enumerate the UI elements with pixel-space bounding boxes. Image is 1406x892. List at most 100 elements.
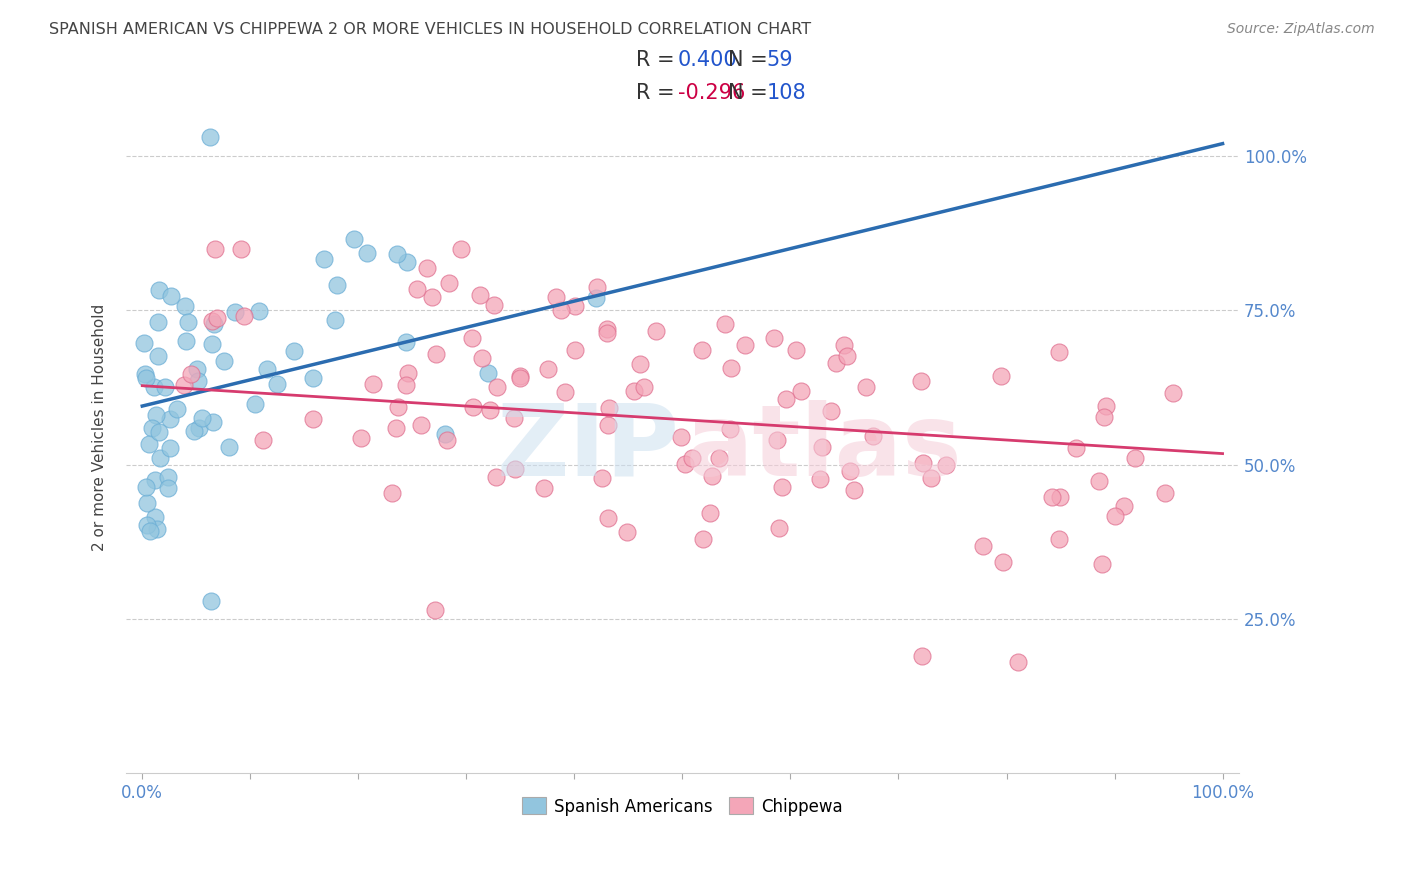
Point (406, 282, 429, 296)
Point (157, 481, 180, 495)
Point (544, 290, 567, 304)
Point (839, 465, 862, 479)
Point (384, 421, 406, 435)
Point (425, 603, 447, 617)
Point (713, 317, 735, 331)
Point (935, 458, 957, 472)
Point (187, 375, 209, 389)
Point (699, 506, 721, 520)
Point (200, 594, 222, 608)
Point (990, 369, 1012, 384)
Point (183, 424, 205, 438)
Point (596, 510, 619, 524)
Point (157, 470, 180, 484)
Point (595, 321, 617, 335)
Point (232, 309, 254, 323)
Text: SPANISH AMERICAN VS CHIPPEWA 2 OR MORE VEHICLES IN HOUSEHOLD CORRELATION CHART: SPANISH AMERICAN VS CHIPPEWA 2 OR MORE V… (49, 22, 811, 37)
Point (598, 401, 620, 416)
Point (381, 486, 404, 500)
Point (143, 473, 166, 487)
Text: R =: R = (636, 83, 673, 103)
Point (141, 421, 163, 435)
Point (146, 315, 169, 329)
Point (450, 242, 472, 256)
Point (509, 369, 531, 384)
Point (775, 392, 797, 406)
Point (623, 384, 645, 399)
Text: 108: 108 (766, 83, 806, 103)
Point (477, 367, 499, 381)
Point (484, 298, 506, 312)
Point (145, 408, 167, 422)
Point (1040, 490, 1063, 504)
Point (135, 496, 157, 510)
Point (159, 441, 181, 455)
Point (214, 354, 236, 368)
Text: -0.296: -0.296 (678, 83, 745, 103)
Point (1091, 557, 1114, 571)
Point (132, 336, 155, 351)
Point (709, 451, 731, 466)
Point (411, 417, 433, 432)
Point (173, 377, 195, 392)
Point (1049, 490, 1071, 504)
Point (509, 371, 531, 385)
Point (911, 648, 934, 663)
Point (832, 337, 855, 351)
Point (256, 362, 278, 376)
Point (139, 524, 162, 538)
Point (734, 338, 756, 352)
Point (218, 440, 240, 454)
Point (202, 415, 225, 429)
Point (191, 411, 214, 425)
Point (243, 397, 266, 411)
Point (681, 450, 703, 465)
Point (138, 436, 160, 450)
Point (207, 310, 229, 325)
Point (1064, 441, 1087, 455)
Point (148, 425, 170, 439)
Point (146, 522, 169, 536)
Point (1094, 399, 1116, 413)
Point (148, 284, 170, 298)
Point (396, 255, 419, 269)
Point (554, 384, 576, 399)
Point (585, 280, 607, 294)
Point (766, 433, 789, 447)
Point (174, 334, 197, 348)
Point (396, 367, 419, 381)
Text: 59: 59 (766, 50, 793, 70)
Point (644, 324, 666, 338)
Point (1047, 532, 1070, 546)
Point (325, 278, 347, 293)
Point (503, 462, 526, 476)
Point (585, 291, 607, 305)
Point (820, 404, 842, 418)
Point (174, 299, 197, 313)
Text: N =: N = (728, 83, 768, 103)
Point (149, 450, 172, 465)
Point (564, 299, 586, 313)
Point (855, 380, 877, 394)
Point (1047, 345, 1070, 359)
Point (770, 480, 793, 494)
Point (437, 276, 460, 290)
Point (177, 315, 200, 329)
Point (591, 471, 613, 485)
Point (425, 346, 447, 360)
Point (537, 361, 560, 376)
Point (673, 457, 696, 471)
Text: 0.400: 0.400 (678, 50, 737, 70)
Point (146, 349, 169, 363)
Point (844, 483, 866, 497)
Point (159, 289, 181, 303)
Point (533, 481, 555, 495)
Point (993, 555, 1015, 569)
Point (1125, 451, 1147, 466)
Point (387, 400, 409, 414)
Point (135, 371, 157, 385)
Point (486, 379, 509, 393)
Legend: Spanish Americans, Chippewa: Spanish Americans, Chippewa (515, 789, 851, 824)
Point (825, 356, 848, 370)
Point (768, 521, 790, 535)
